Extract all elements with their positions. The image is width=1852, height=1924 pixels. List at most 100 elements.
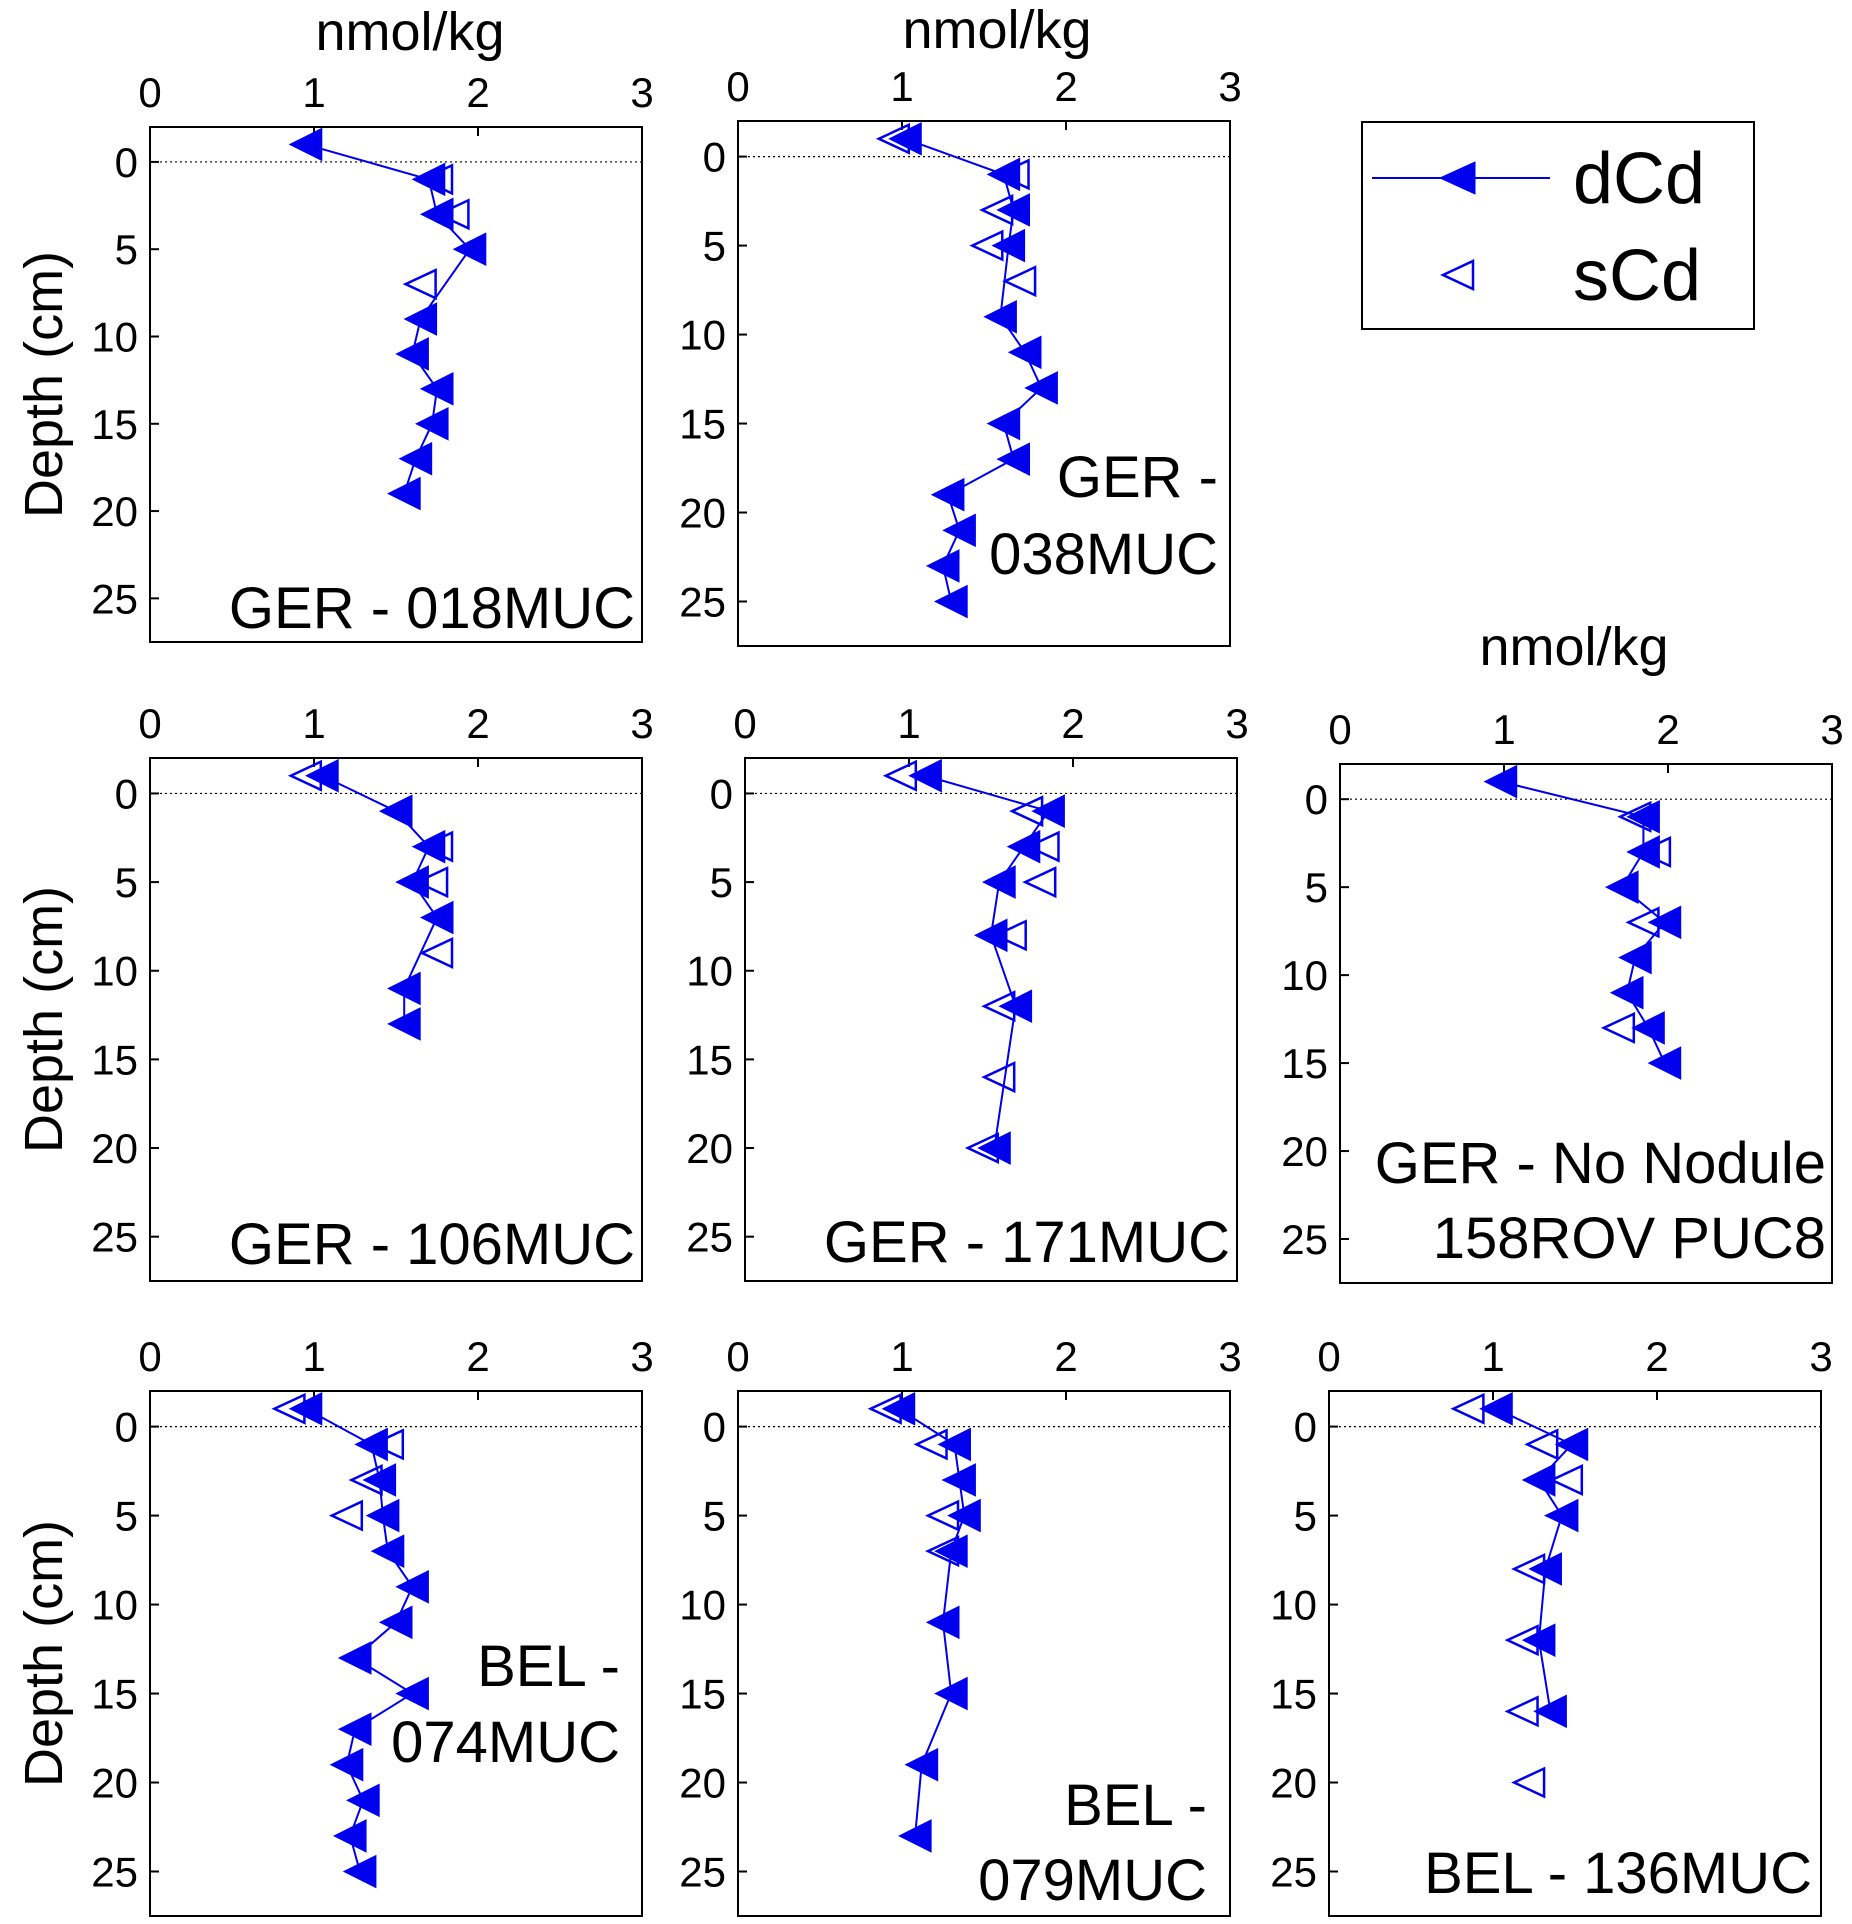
scd-point	[992, 919, 1027, 952]
y-tick-label: 20	[1281, 1128, 1328, 1175]
legend-scd-marker	[1440, 259, 1475, 291]
x-tick-label: 3	[1820, 706, 1843, 753]
scd-point	[882, 759, 918, 792]
dcd-point	[904, 1747, 939, 1782]
scd-point	[1504, 1624, 1539, 1657]
panel-title-line: 158ROV PUC8	[1433, 1206, 1826, 1271]
dcd-point	[996, 442, 1031, 476]
scd-point	[1617, 800, 1652, 833]
dcd-point	[419, 372, 454, 406]
x-tick-label: 3	[1218, 1333, 1241, 1380]
dcd-point	[387, 971, 421, 1006]
scd-point	[369, 1428, 405, 1461]
x-tick-label: 3	[1225, 700, 1248, 747]
scd-point	[1022, 866, 1057, 899]
scd-point	[328, 1499, 364, 1532]
dcd-point	[1618, 940, 1652, 975]
y-tick-label: 15	[679, 401, 726, 448]
dcd-point	[1631, 1011, 1665, 1045]
dcd-point	[1609, 975, 1644, 1010]
x-tick-label: 2	[466, 1333, 489, 1380]
dcd-point	[991, 228, 1026, 263]
y-tick-label: 25	[91, 1214, 138, 1261]
plot-frame	[1328, 1390, 1822, 1917]
x-tick-label: 1	[1492, 706, 1515, 753]
y-tick-label: 5	[115, 1493, 138, 1540]
y-tick-label: 25	[679, 1849, 726, 1896]
dcd-point	[387, 1007, 421, 1041]
y-tick-label: 20	[679, 490, 726, 537]
dcd-point	[1007, 335, 1042, 370]
dcd-point	[934, 584, 968, 619]
x-tick-label: 1	[897, 700, 920, 747]
panel-6: 0 1 2 3 0 5 10 15 20 25 Depth (cm) BEL - 074MUC	[14, 1333, 654, 1917]
scd-point	[964, 1132, 1000, 1164]
dcd-point	[329, 1747, 364, 1782]
scd-point	[875, 122, 911, 155]
dcd-point	[973, 918, 1008, 953]
panel-title-line: BEL -	[1064, 1773, 1207, 1838]
y-tick-label: 10	[91, 313, 138, 360]
x-tick-label: 0	[726, 1333, 749, 1380]
scd-point	[348, 1464, 383, 1496]
dcd-point	[1533, 1694, 1567, 1729]
dcd-point	[937, 1427, 971, 1462]
scd-point	[981, 1061, 1016, 1094]
y-tick-label: 10	[91, 1582, 138, 1629]
y-tick-label: 20	[679, 1760, 726, 1807]
panel-title-line: GER - No Nodule	[1375, 1131, 1826, 1196]
scd-point	[913, 1428, 948, 1461]
scd-point	[995, 158, 1030, 191]
y-tick-label: 0	[115, 139, 138, 186]
panel-3: 0 1 2 3 0 5 10 15 20 25 Depth (cm) GER - 106MUC	[14, 700, 654, 1282]
scd-point	[1450, 1392, 1485, 1425]
x-tick-label: 1	[1481, 1333, 1504, 1380]
scd-point	[419, 830, 454, 863]
dcd-point	[1554, 1427, 1589, 1462]
x-tick-label: 0	[138, 1333, 161, 1380]
series-dcd-line	[305, 143, 472, 494]
dcd-point	[403, 302, 438, 336]
dcd-point	[1031, 794, 1065, 828]
y-tick-label: 0	[710, 770, 733, 817]
dcd-point	[365, 1498, 400, 1533]
scd-point	[867, 1392, 902, 1425]
y-tick-label: 20	[686, 1125, 733, 1172]
dcd-point	[1647, 905, 1682, 940]
dcd-point	[998, 989, 1033, 1024]
dcd-point	[378, 794, 413, 828]
scd-point	[271, 1392, 306, 1425]
panel-7: 0 1 2 3 0 5 10 15 20 25 BEL - 079MUC	[679, 1333, 1242, 1917]
scd-point	[419, 937, 454, 969]
dcd-point	[934, 1676, 968, 1711]
dcd-point	[398, 441, 433, 476]
panel-5: 0 1 2 3 0 5 10 15 20 25 nmol/kg GER - No Nodule 158R…	[1281, 617, 1844, 1284]
x-tick-label: 3	[630, 1333, 653, 1380]
x-tick-label: 1	[302, 69, 325, 116]
dcd-point	[395, 1676, 429, 1711]
y-tick-label: 15	[679, 1671, 726, 1718]
scd-point	[1625, 906, 1660, 939]
panel-title-line: 074MUC	[391, 1710, 620, 1775]
plot-frame	[744, 757, 1238, 1282]
dcd-point	[1626, 835, 1660, 869]
y-tick-label: 0	[115, 770, 138, 817]
x-tick-label: 1	[302, 1333, 325, 1380]
x-tick-label: 3	[630, 69, 653, 116]
y-tick-label: 15	[91, 1036, 138, 1083]
y-tick-label: 10	[686, 948, 733, 995]
dcd-point	[395, 1569, 429, 1604]
scd-point	[1511, 1766, 1546, 1799]
x-tick-label: 0	[1317, 1333, 1340, 1380]
dcd-point	[986, 157, 1021, 192]
panel-2: 0 1 2 3 0 5 10 15 20 25 nmol/kg GER - 038MUC	[679, 0, 1242, 647]
dcd-point	[1528, 1552, 1562, 1586]
dcd-point	[288, 127, 323, 162]
y-tick-label: 5	[703, 223, 726, 270]
scd-point	[1009, 795, 1044, 828]
y-tick-label: 25	[679, 579, 726, 626]
dcd-point	[1647, 1046, 1682, 1080]
scd-point	[1025, 830, 1060, 863]
series-dcd-line	[1500, 780, 1667, 1064]
